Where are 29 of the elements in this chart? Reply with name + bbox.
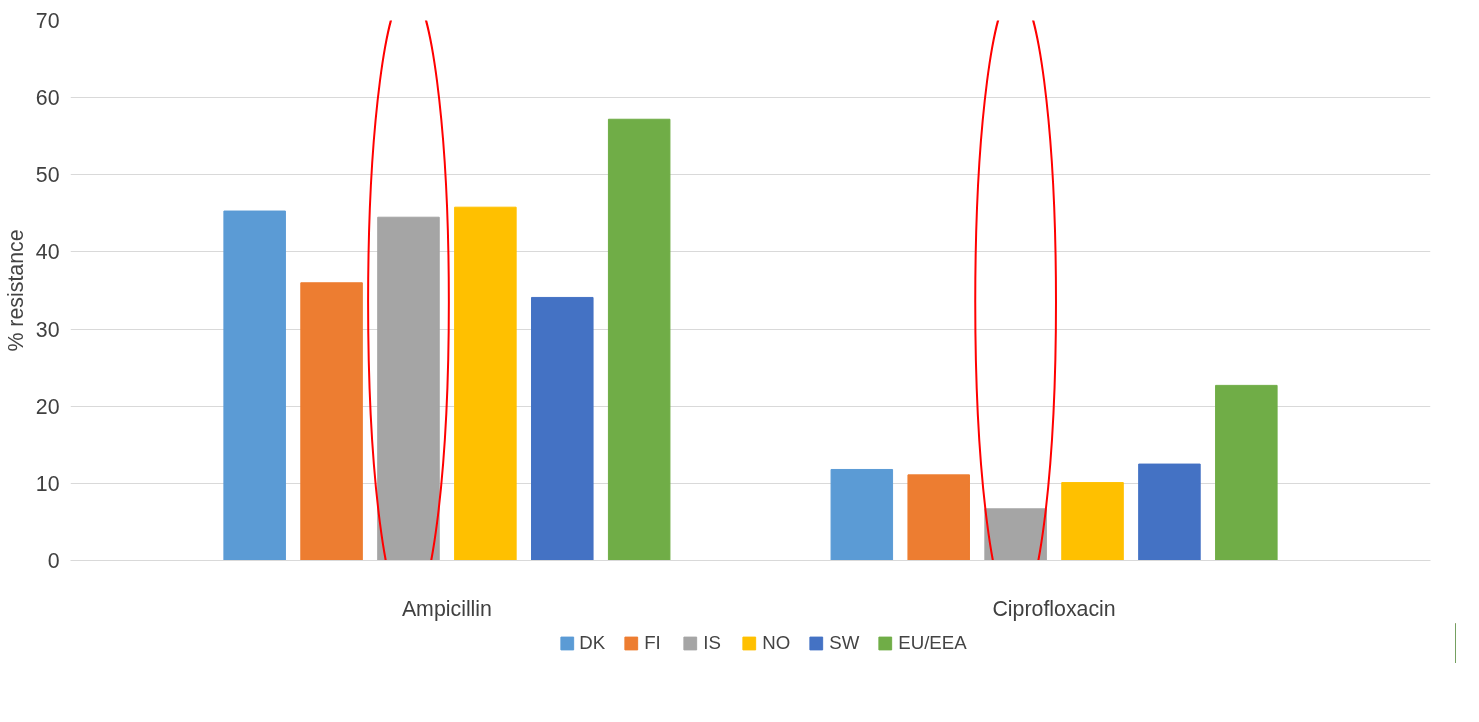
- bar: [1215, 384, 1278, 561]
- y-axis-title: % resistance: [3, 229, 28, 352]
- legend-label: NO: [762, 632, 791, 654]
- bar: [984, 508, 1047, 561]
- bar: [300, 282, 363, 561]
- y-tick-label: 0: [47, 549, 60, 573]
- x-tick-label: Ciprofloxacin: [992, 596, 1116, 621]
- bar: [454, 206, 517, 561]
- bar: [531, 296, 594, 561]
- y-tick-label: 70: [35, 9, 60, 33]
- bar: [907, 474, 970, 561]
- y-tick-label: 10: [35, 471, 60, 496]
- y-tick-label: 60: [35, 86, 60, 111]
- legend-label: DK: [579, 632, 606, 654]
- bar: [830, 468, 894, 561]
- bar: [223, 210, 286, 561]
- x-tick-label: Ampicillin: [401, 596, 492, 621]
- legend-label: SW: [829, 632, 860, 654]
- bar: [1061, 482, 1124, 561]
- bar: [1138, 463, 1201, 561]
- legend-label: EU/EEA: [898, 632, 967, 654]
- y-tick-label: 30: [35, 317, 60, 342]
- bar: [377, 216, 440, 561]
- y-tick-label: 40: [35, 240, 60, 265]
- legend-label: IS: [703, 632, 722, 654]
- legend-label: FI: [644, 632, 662, 654]
- y-tick-label: 20: [35, 394, 60, 419]
- y-tick-label: 50: [35, 163, 60, 188]
- bar: [607, 118, 671, 561]
